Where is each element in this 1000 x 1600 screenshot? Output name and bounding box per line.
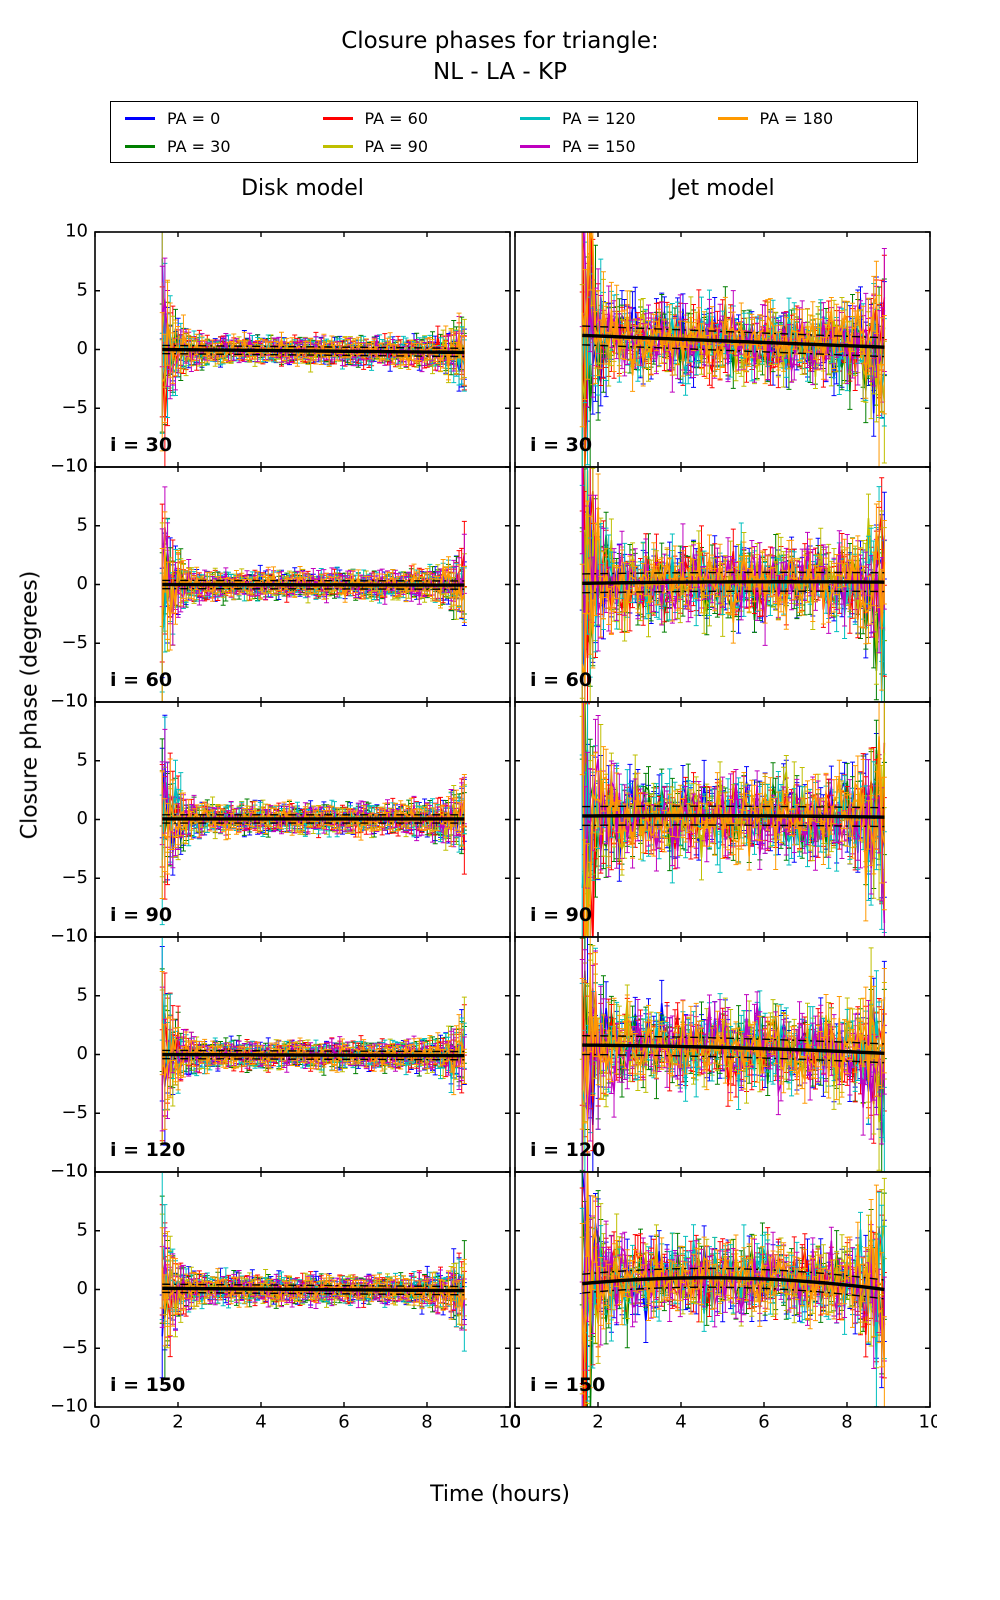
chart-title-line2: NL - LA - KP	[433, 59, 567, 85]
legend-line-swatch	[125, 144, 155, 148]
legend-item: PA = 90	[317, 137, 515, 156]
legend: PA = 0 PA = 30 PA = 60 PA = 90 PA = 120 …	[110, 101, 918, 163]
panel-disk-i90	[35, 690, 520, 949]
panel-disk-i30	[35, 220, 520, 479]
panel-disk-i60	[35, 455, 520, 714]
legend-line-swatch	[520, 116, 550, 120]
panel-jet-i30	[505, 220, 937, 479]
legend-line-swatch	[520, 144, 550, 148]
legend-item: PA = 120	[514, 109, 712, 128]
x-axis-label: Time (hours)	[430, 1482, 570, 1507]
panel-jet-i90	[505, 690, 937, 949]
y-axis-label: Closure phase (degrees)	[17, 570, 43, 840]
column-title-jet-model: Jet model	[670, 176, 775, 201]
legend-line-swatch	[322, 144, 353, 148]
panel-jet-i120	[505, 925, 937, 1184]
legend-item-label: PA = 150	[562, 136, 636, 156]
legend-item: PA = 30	[119, 137, 317, 156]
column-title-disk-model: Disk model	[241, 176, 364, 201]
legend-item-label: PA = 90	[364, 136, 429, 156]
legend-item: PA = 0	[119, 109, 317, 128]
panel-disk-i120	[35, 925, 520, 1184]
legend-item-label: PA = 180	[759, 108, 834, 128]
chart-title: Closure phases for triangle: NL - LA - K…	[15, 26, 985, 88]
legend-item: PA = 60	[317, 109, 515, 128]
panel-disk-i150	[35, 1160, 520, 1449]
chart-title-line1: Closure phases for triangle:	[341, 28, 659, 54]
legend-item-label: PA = 0	[167, 108, 221, 128]
legend-item-label: PA = 30	[167, 136, 231, 156]
legend-line-swatch	[322, 116, 353, 120]
legend-item: PA = 150	[514, 137, 712, 156]
panel-jet-i60	[505, 455, 937, 714]
legend-line-swatch	[717, 116, 748, 120]
panel-jet-i150	[505, 1160, 937, 1449]
plot-grid	[35, 220, 945, 1492]
legend-item-label: PA = 120	[562, 108, 636, 128]
legend-item: PA = 180	[712, 109, 910, 128]
legend-item-label: PA = 60	[364, 108, 429, 128]
legend-line-swatch	[125, 116, 155, 120]
